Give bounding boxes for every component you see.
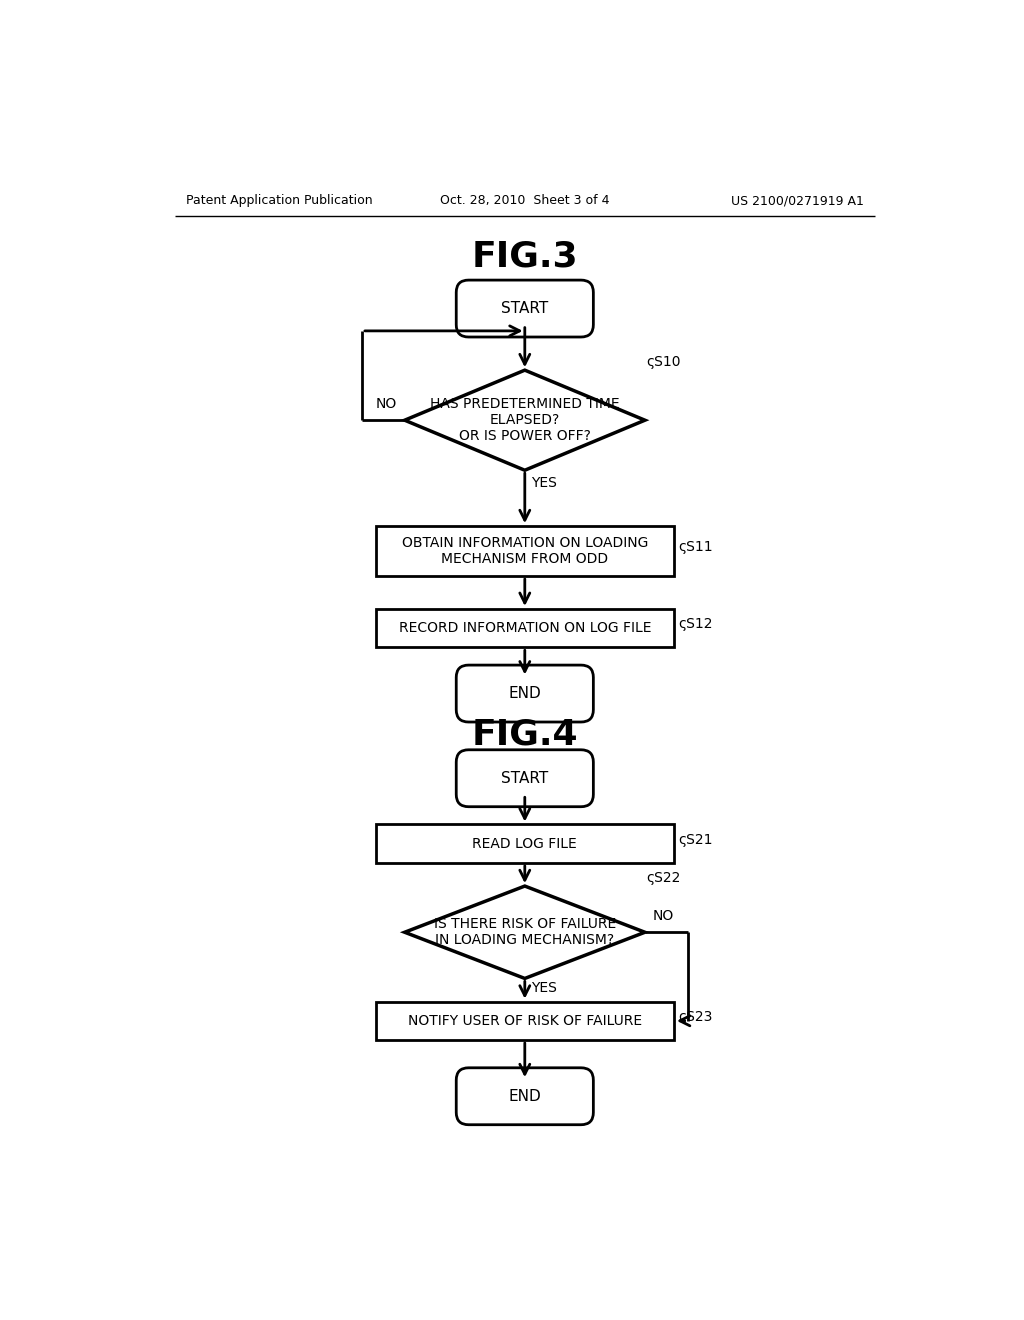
Text: FIG.3: FIG.3 [471, 240, 579, 275]
Bar [376, 527, 674, 576]
Text: ςS12: ςS12 [678, 618, 713, 631]
FancyBboxPatch shape [457, 665, 593, 722]
Bar [376, 609, 674, 647]
FancyBboxPatch shape [457, 280, 593, 337]
Text: ςS10: ςS10 [646, 355, 681, 368]
Text: START: START [501, 301, 549, 315]
Text: ςS21: ςS21 [678, 833, 713, 847]
Text: OBTAIN INFORMATION ON LOADING
MECHANISM FROM ODD: OBTAIN INFORMATION ON LOADING MECHANISM … [401, 536, 648, 566]
Text: YES: YES [531, 981, 557, 995]
FancyBboxPatch shape [457, 750, 593, 807]
Text: NO: NO [652, 909, 674, 923]
Text: NOTIFY USER OF RISK OF FAILURE: NOTIFY USER OF RISK OF FAILURE [408, 1014, 642, 1028]
Text: ςS11: ςS11 [678, 540, 713, 554]
Text: RECORD INFORMATION ON LOG FILE: RECORD INFORMATION ON LOG FILE [398, 622, 651, 635]
Text: READ LOG FILE: READ LOG FILE [472, 837, 578, 850]
Bar [376, 825, 674, 863]
Bar [376, 1002, 674, 1040]
Polygon shape [404, 370, 645, 470]
Text: Patent Application Publication: Patent Application Publication [186, 194, 373, 207]
Text: ςS23: ςS23 [678, 1010, 713, 1024]
Text: IS THERE RISK OF FAILURE
IN LOADING MECHANISM?: IS THERE RISK OF FAILURE IN LOADING MECH… [434, 917, 615, 948]
Text: END: END [509, 1089, 541, 1104]
Text: NO: NO [376, 397, 397, 411]
Text: US 2100/0271919 A1: US 2100/0271919 A1 [731, 194, 864, 207]
Text: ςS22: ςS22 [646, 870, 681, 884]
Text: HAS PREDETERMINED TIME
ELAPSED?
OR IS POWER OFF?: HAS PREDETERMINED TIME ELAPSED? OR IS PO… [430, 397, 620, 444]
FancyBboxPatch shape [457, 1068, 593, 1125]
Text: END: END [509, 686, 541, 701]
Text: FIG.4: FIG.4 [471, 717, 579, 751]
Text: YES: YES [531, 475, 557, 490]
Polygon shape [404, 886, 645, 978]
Text: Oct. 28, 2010  Sheet 3 of 4: Oct. 28, 2010 Sheet 3 of 4 [440, 194, 609, 207]
Text: START: START [501, 771, 549, 785]
